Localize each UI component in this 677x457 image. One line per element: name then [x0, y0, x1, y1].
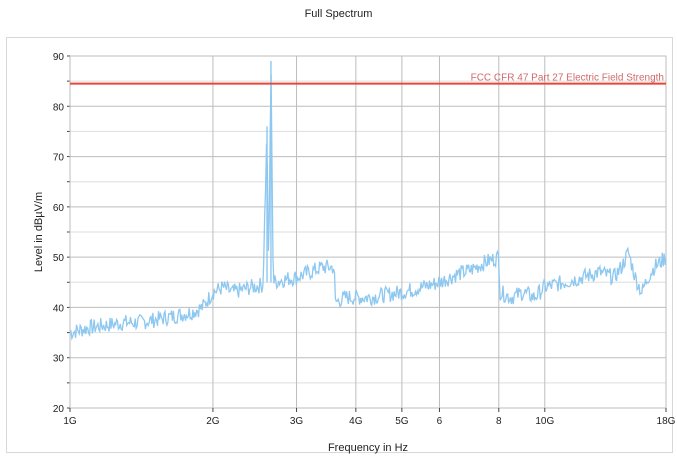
limit-line-label: FCC CFR 47 Part 27 Electric Field Streng…	[471, 73, 664, 84]
x-tick-label: 10G	[535, 416, 554, 427]
y-tick-label: 50	[53, 253, 65, 264]
y-tick-label: 90	[53, 52, 65, 63]
y-tick-label: 80	[53, 102, 65, 113]
x-tick-label: 4G	[349, 416, 363, 427]
y-tick-label: 70	[53, 153, 65, 164]
chart-frame	[6, 37, 673, 453]
chart-title: Full Spectrum	[304, 8, 373, 20]
x-tick-label: 6	[437, 416, 443, 427]
y-tick-label: 20	[53, 404, 65, 415]
y-axis-title: Level in dBµV/m	[33, 192, 45, 272]
x-axis-title: Frequency in Hz	[328, 442, 408, 454]
x-tick-label: 3G	[290, 416, 304, 427]
x-tick-label: 18G	[657, 416, 676, 427]
spectrum-trace	[69, 74, 667, 341]
x-tick-label: 2G	[206, 416, 220, 427]
x-tick-label: 8	[496, 416, 502, 427]
y-tick-label: 40	[53, 303, 65, 314]
y-tick-label: 30	[53, 354, 65, 365]
x-tick-label: 5G	[395, 416, 409, 427]
x-tick-label: 1G	[63, 416, 77, 427]
y-tick-label: 60	[53, 203, 65, 214]
